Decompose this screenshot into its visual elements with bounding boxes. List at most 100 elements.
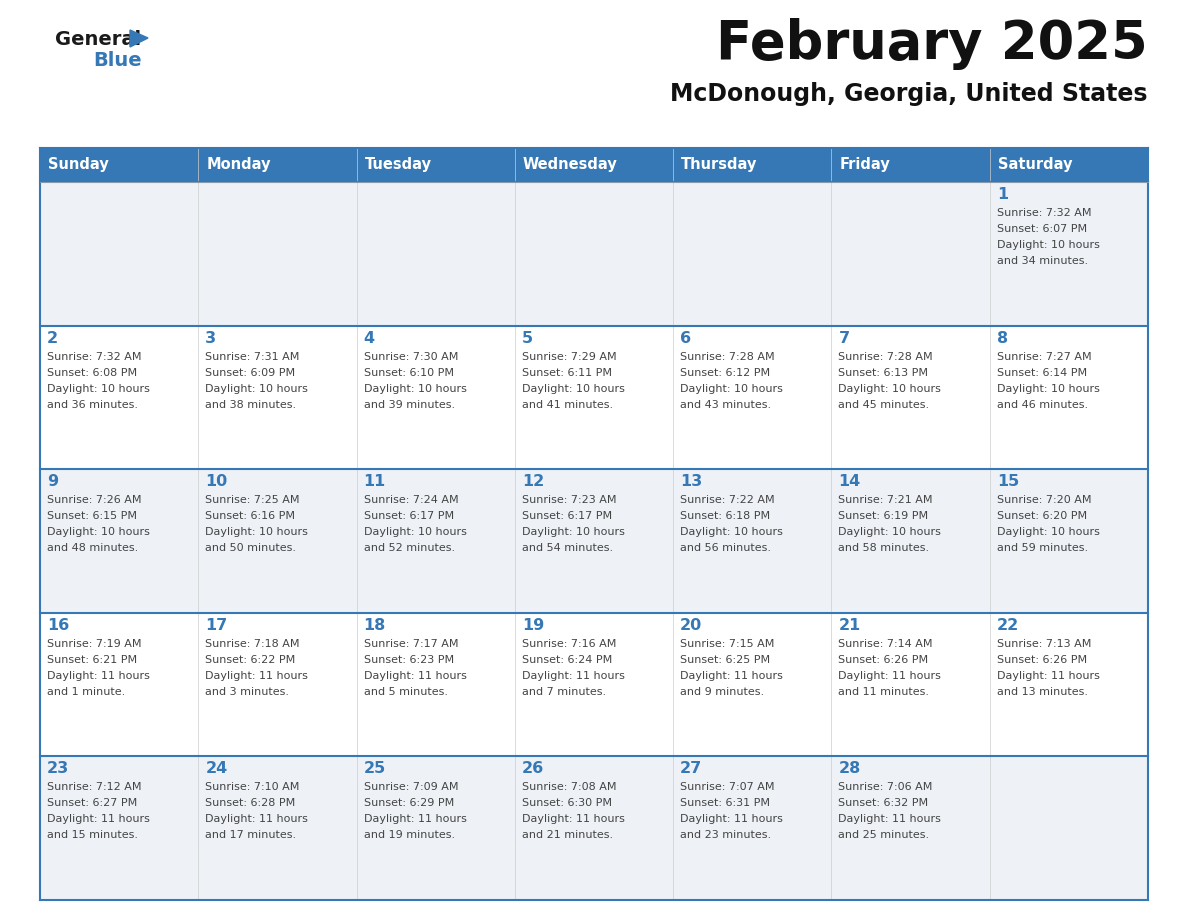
Text: and 52 minutes.: and 52 minutes. (364, 543, 455, 554)
Text: and 45 minutes.: and 45 minutes. (839, 399, 929, 409)
Text: General: General (55, 30, 141, 49)
Text: Daylight: 11 hours: Daylight: 11 hours (364, 814, 467, 824)
Text: Daylight: 11 hours: Daylight: 11 hours (206, 671, 308, 681)
Text: Sunrise: 7:32 AM: Sunrise: 7:32 AM (997, 208, 1092, 218)
Text: and 54 minutes.: and 54 minutes. (522, 543, 613, 554)
Text: and 23 minutes.: and 23 minutes. (681, 831, 771, 840)
Bar (990, 613, 1148, 756)
Text: 17: 17 (206, 618, 228, 633)
Bar (40, 326, 198, 469)
Bar (674, 756, 832, 900)
Text: Sunset: 6:30 PM: Sunset: 6:30 PM (522, 799, 612, 809)
Text: Daylight: 11 hours: Daylight: 11 hours (48, 814, 150, 824)
Text: 11: 11 (364, 475, 386, 489)
Text: Sunset: 6:15 PM: Sunset: 6:15 PM (48, 511, 137, 521)
Text: 5: 5 (522, 330, 533, 345)
Text: Sunset: 6:20 PM: Sunset: 6:20 PM (997, 511, 1087, 521)
Text: Daylight: 10 hours: Daylight: 10 hours (48, 384, 150, 394)
Bar (514, 148, 674, 182)
Text: Sunset: 6:18 PM: Sunset: 6:18 PM (681, 511, 770, 521)
Bar (356, 326, 514, 469)
Bar (514, 182, 674, 326)
Bar (674, 148, 832, 182)
Text: 7: 7 (839, 330, 849, 345)
Text: Sunset: 6:28 PM: Sunset: 6:28 PM (206, 799, 296, 809)
Bar (990, 326, 1148, 469)
Text: 2: 2 (48, 330, 58, 345)
Text: and 41 minutes.: and 41 minutes. (522, 399, 613, 409)
Bar (40, 756, 198, 900)
Text: 12: 12 (522, 475, 544, 489)
Text: Sunrise: 7:25 AM: Sunrise: 7:25 AM (206, 495, 299, 505)
Text: Sunset: 6:16 PM: Sunset: 6:16 PM (206, 511, 296, 521)
Text: Sunset: 6:31 PM: Sunset: 6:31 PM (681, 799, 770, 809)
Text: and 19 minutes.: and 19 minutes. (364, 831, 455, 840)
Bar (832, 756, 990, 900)
Text: Sunset: 6:14 PM: Sunset: 6:14 PM (997, 367, 1087, 377)
Text: Daylight: 10 hours: Daylight: 10 hours (997, 240, 1100, 250)
Text: 6: 6 (681, 330, 691, 345)
Text: Sunrise: 7:29 AM: Sunrise: 7:29 AM (522, 352, 617, 362)
Text: Sunset: 6:13 PM: Sunset: 6:13 PM (839, 367, 929, 377)
Text: Sunrise: 7:31 AM: Sunrise: 7:31 AM (206, 352, 299, 362)
Text: Daylight: 10 hours: Daylight: 10 hours (522, 384, 625, 394)
Text: Daylight: 11 hours: Daylight: 11 hours (839, 671, 941, 681)
Text: 19: 19 (522, 618, 544, 633)
Bar (674, 613, 832, 756)
Bar (198, 756, 356, 900)
Text: 23: 23 (48, 761, 69, 777)
Text: Sunset: 6:27 PM: Sunset: 6:27 PM (48, 799, 138, 809)
Text: Daylight: 11 hours: Daylight: 11 hours (681, 814, 783, 824)
Text: 24: 24 (206, 761, 228, 777)
Bar (832, 182, 990, 326)
Text: 22: 22 (997, 618, 1019, 633)
Bar (40, 182, 198, 326)
Text: Sunset: 6:09 PM: Sunset: 6:09 PM (206, 367, 296, 377)
Bar (514, 613, 674, 756)
Text: Sunset: 6:17 PM: Sunset: 6:17 PM (522, 511, 612, 521)
Text: Sunrise: 7:15 AM: Sunrise: 7:15 AM (681, 639, 775, 649)
Text: Daylight: 10 hours: Daylight: 10 hours (839, 527, 941, 537)
Text: Sunset: 6:24 PM: Sunset: 6:24 PM (522, 655, 612, 665)
Text: Daylight: 10 hours: Daylight: 10 hours (839, 384, 941, 394)
Text: Daylight: 11 hours: Daylight: 11 hours (206, 814, 308, 824)
Text: Sunrise: 7:07 AM: Sunrise: 7:07 AM (681, 782, 775, 792)
Text: and 9 minutes.: and 9 minutes. (681, 687, 764, 697)
Text: Sunrise: 7:27 AM: Sunrise: 7:27 AM (997, 352, 1092, 362)
Bar (198, 613, 356, 756)
Bar (356, 182, 514, 326)
Text: and 59 minutes.: and 59 minutes. (997, 543, 1088, 554)
Text: and 34 minutes.: and 34 minutes. (997, 256, 1088, 266)
Text: Daylight: 10 hours: Daylight: 10 hours (206, 527, 308, 537)
Text: Sunset: 6:26 PM: Sunset: 6:26 PM (839, 655, 929, 665)
Bar (198, 148, 356, 182)
Text: Daylight: 10 hours: Daylight: 10 hours (522, 527, 625, 537)
Bar (514, 469, 674, 613)
Bar (990, 148, 1148, 182)
Text: Daylight: 10 hours: Daylight: 10 hours (681, 384, 783, 394)
Text: Sunset: 6:23 PM: Sunset: 6:23 PM (364, 655, 454, 665)
Text: Sunset: 6:21 PM: Sunset: 6:21 PM (48, 655, 137, 665)
Text: Sunset: 6:17 PM: Sunset: 6:17 PM (364, 511, 454, 521)
Text: Sunrise: 7:06 AM: Sunrise: 7:06 AM (839, 782, 933, 792)
Text: 3: 3 (206, 330, 216, 345)
Text: Sunrise: 7:20 AM: Sunrise: 7:20 AM (997, 495, 1092, 505)
Text: Sunday: Sunday (48, 158, 109, 173)
Bar (990, 469, 1148, 613)
Text: and 5 minutes.: and 5 minutes. (364, 687, 448, 697)
Bar (356, 756, 514, 900)
Text: Daylight: 11 hours: Daylight: 11 hours (997, 671, 1100, 681)
Text: 21: 21 (839, 618, 860, 633)
Text: Daylight: 11 hours: Daylight: 11 hours (364, 671, 467, 681)
Bar (674, 469, 832, 613)
Text: Daylight: 11 hours: Daylight: 11 hours (522, 814, 625, 824)
Text: Sunrise: 7:17 AM: Sunrise: 7:17 AM (364, 639, 459, 649)
Text: 26: 26 (522, 761, 544, 777)
Bar (832, 613, 990, 756)
Text: 4: 4 (364, 330, 374, 345)
Text: Sunrise: 7:24 AM: Sunrise: 7:24 AM (364, 495, 459, 505)
Text: Sunset: 6:22 PM: Sunset: 6:22 PM (206, 655, 296, 665)
Text: Sunrise: 7:22 AM: Sunrise: 7:22 AM (681, 495, 775, 505)
Text: Sunset: 6:32 PM: Sunset: 6:32 PM (839, 799, 929, 809)
Bar (674, 182, 832, 326)
